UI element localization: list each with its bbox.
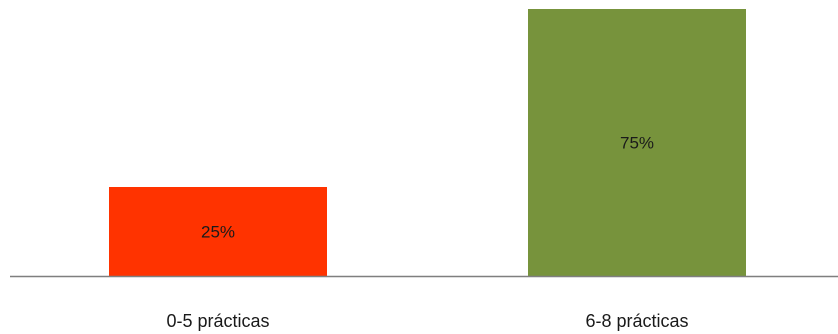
bars-group: 25% 75% — [109, 9, 746, 276]
category-label-1: 0-5 prácticas — [166, 311, 269, 331]
bar-1 — [109, 187, 327, 276]
bar-2 — [528, 9, 746, 276]
bar-value-label-2: 75% — [620, 134, 654, 153]
bar-value-label-1: 25% — [201, 223, 235, 242]
category-labels-group: 0-5 prácticas 6-8 prácticas — [166, 311, 688, 331]
category-label-2: 6-8 prácticas — [585, 311, 688, 331]
